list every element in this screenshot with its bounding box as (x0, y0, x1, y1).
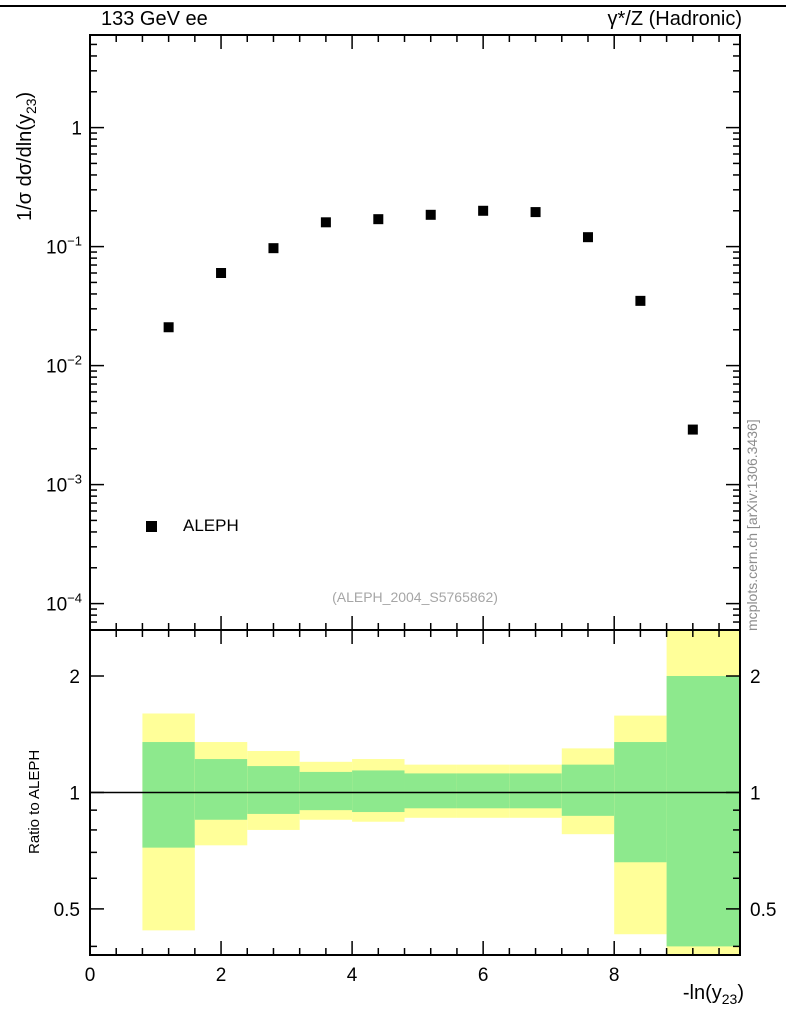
uncertainty-band-inner (299, 771, 353, 811)
data-point-marker (478, 205, 489, 216)
data-point-marker (687, 424, 698, 435)
data-point-marker (582, 232, 593, 243)
uncertainty-band-inner (194, 759, 248, 820)
x-tick-label: 0 (85, 965, 96, 986)
x-tick-label: 6 (478, 965, 489, 986)
y-tick-label: 10−3 (46, 472, 82, 497)
ratio-tick-label-left: 1 (69, 783, 80, 804)
data-point-marker (425, 209, 436, 220)
x-tick-label: 2 (216, 965, 227, 986)
ratio-tick-label-right: 2 (750, 667, 761, 688)
x-axis-title-subscript: 23 (721, 991, 738, 1007)
y-tick-label: 10−2 (46, 353, 82, 378)
analysis-watermark: (ALEPH_2004_S5765862) (332, 589, 498, 605)
x-axis-title: -ln(y23) (683, 982, 744, 1007)
uncertainty-band-inner (561, 764, 615, 816)
header-beam-energy: 133 GeV ee (101, 8, 208, 30)
ratio-tick-label-right: 1 (750, 783, 761, 804)
x-axis-title-main: -ln(y (682, 982, 722, 1004)
legend-marker-square (146, 520, 157, 532)
data-point-marker (163, 322, 174, 333)
data-point-marker (320, 217, 331, 228)
data-point-marker (530, 207, 541, 218)
ratio-tick-label-left: 0.5 (54, 900, 80, 921)
uncertainty-band-inner (404, 773, 457, 809)
uncertainty-band-inner (142, 742, 195, 848)
data-point-marker (268, 243, 279, 254)
ratio-tick-label-left: 2 (69, 667, 80, 688)
y-axis-title-subscript: 23 (23, 98, 39, 115)
ratio-tick-label-right: 0.5 (750, 900, 776, 921)
x-tick-label: 4 (347, 965, 358, 986)
x-axis-title-close: ) (737, 982, 744, 1004)
x-tick-label: 8 (609, 965, 620, 986)
uncertainty-band-inner (247, 766, 300, 814)
main-panel-frame (89, 34, 741, 631)
data-point-marker (635, 295, 646, 306)
data-point-marker (216, 268, 227, 278)
uncertainty-band-inner (456, 773, 510, 809)
top-border-line (0, 5, 786, 7)
y-axis-title-main: 1/σ dσ/dln(y (14, 114, 36, 221)
y-tick-label: 1 (71, 119, 82, 140)
data-point-marker (373, 214, 384, 225)
mcplots-attribution: mcplots.cern.ch [arXiv:1306.3436] (744, 419, 760, 631)
legend: ALEPH (146, 516, 239, 536)
uncertainty-band-inner (352, 770, 405, 813)
y-axis-title-close: ) (14, 91, 36, 99)
header-process: γ*/Z (Hadronic) (607, 8, 742, 30)
legend-label: ALEPH (183, 516, 239, 535)
y-tick-label: 10−4 (46, 591, 82, 616)
uncertainty-band-inner (614, 742, 667, 863)
uncertainty-band-inner (509, 773, 562, 809)
y-axis-title: 1/σ dσ/dln(y23) (14, 92, 39, 221)
uncertainty-band-inner (666, 676, 740, 947)
ratio-axis-title: Ratio to ALEPH (26, 749, 43, 854)
y-tick-label: 10−1 (46, 234, 82, 259)
